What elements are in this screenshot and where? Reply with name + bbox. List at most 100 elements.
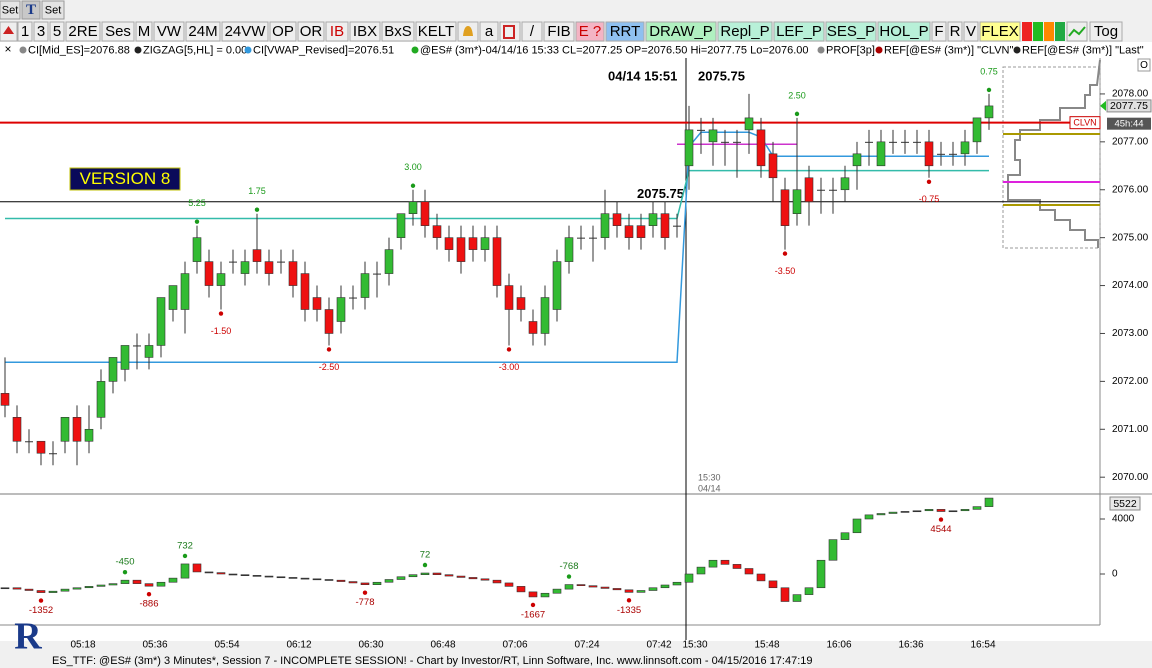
- toolbar-button[interactable]: [17, 21, 33, 42]
- close-x[interactable]: ×: [4, 42, 11, 56]
- color-swatch[interactable]: [1044, 22, 1054, 41]
- x-tick-label: 15:30: [682, 640, 707, 651]
- toolbar-button[interactable]: [979, 21, 1021, 42]
- toolbar-label: 3: [37, 23, 45, 40]
- toolbar-button[interactable]: [381, 21, 415, 42]
- candle-body: [229, 261, 237, 263]
- indicator-bar: [288, 577, 298, 579]
- button-label: Set: [2, 4, 19, 16]
- toolbar-button[interactable]: [521, 21, 543, 42]
- legend-item: CI[Mid_ES]=2076.88: [28, 44, 130, 56]
- indicator-bar: [120, 579, 130, 584]
- candle-body: [540, 297, 550, 334]
- candle-body: [780, 189, 790, 226]
- candle-body: [60, 417, 70, 442]
- toolbar-button[interactable]: [645, 21, 717, 42]
- indicator-bar: [624, 589, 634, 593]
- toolbar-button[interactable]: [543, 21, 575, 42]
- indicator-bar: [528, 591, 538, 598]
- toolbar-label: IB: [330, 23, 344, 40]
- candle-body: [277, 261, 285, 263]
- indicator-line: [5, 131, 989, 363]
- indicator-bar: [552, 588, 562, 594]
- toolbar-button[interactable]: [479, 21, 499, 42]
- button[interactable]: [21, 0, 41, 20]
- indicator-bar: [24, 588, 34, 591]
- indicator-bar: [576, 584, 586, 586]
- toolbar-button[interactable]: [185, 21, 221, 42]
- toolbar-button[interactable]: [825, 21, 877, 42]
- crosshair-axis-time: 15:30: [698, 472, 721, 482]
- toolbar-button[interactable]: [49, 21, 65, 42]
- panel-button-label: O: [1140, 60, 1148, 71]
- candle-body: [600, 213, 610, 238]
- toolbar-label: KELT: [418, 23, 454, 40]
- candle-body: [324, 309, 334, 334]
- zigzag-dot: [794, 111, 800, 117]
- candle-body: [456, 237, 466, 262]
- x-tick-label: 07:42: [646, 640, 671, 651]
- toolbar-button[interactable]: [269, 21, 297, 42]
- indicator-bar: [660, 584, 670, 589]
- color-swatch[interactable]: [1055, 22, 1065, 41]
- time-axis: [0, 625, 1152, 641]
- indicator-bar: [108, 583, 118, 586]
- color-swatch[interactable]: [1022, 22, 1032, 41]
- button[interactable]: [41, 0, 65, 20]
- toolbar-button[interactable]: [963, 21, 979, 42]
- button[interactable]: [0, 0, 21, 20]
- toolbar-button[interactable]: [325, 21, 349, 42]
- toolbar-label: OR: [300, 23, 323, 40]
- toolbar-button[interactable]: [575, 21, 605, 42]
- zigzag-label: -3.00: [499, 362, 520, 372]
- toolbar-button[interactable]: [717, 21, 773, 42]
- toolbar-label: HOL_P: [879, 23, 928, 40]
- toolbar-button[interactable]: [1089, 21, 1123, 42]
- candle-body: [865, 141, 873, 143]
- toolbar-label: BxS: [384, 23, 412, 40]
- toolbar-button[interactable]: [153, 21, 185, 42]
- candle-body: [49, 453, 57, 455]
- zigzag-label: -2.50: [319, 362, 340, 372]
- toolbar-button[interactable]: [773, 21, 825, 42]
- panel-button[interactable]: [1137, 58, 1151, 72]
- indicator-bar: [540, 592, 550, 598]
- toolbar-button[interactable]: [947, 21, 963, 42]
- toolbar-label: a: [485, 23, 494, 40]
- toolbar-button[interactable]: [877, 21, 931, 42]
- toolbar-button[interactable]: [297, 21, 325, 42]
- toolbar-button[interactable]: [349, 21, 381, 42]
- toolbar-label: V: [966, 23, 976, 40]
- candle-body: [240, 261, 250, 274]
- toolbar-button[interactable]: [33, 21, 49, 42]
- toolbar-label: IBX: [353, 23, 377, 40]
- toolbar-button[interactable]: [65, 21, 101, 42]
- indicator-bar: [456, 575, 466, 578]
- toolbar-button[interactable]: [931, 21, 947, 42]
- candle-body: [577, 237, 585, 239]
- indicator-bar: [636, 590, 646, 593]
- candle-body: [804, 177, 814, 203]
- toolbar-button[interactable]: [221, 21, 269, 42]
- zigzag-label: 3.00: [404, 162, 422, 172]
- tool-glyph: [503, 25, 515, 39]
- indicator-bar: [708, 559, 718, 568]
- candle-body: [396, 213, 406, 238]
- legend-item: ZIGZAG[5,HL] = 0.00: [143, 44, 247, 56]
- candle-body: [12, 417, 22, 442]
- candle-body: [744, 117, 754, 131]
- candle-body: [349, 297, 357, 299]
- toolbar-button[interactable]: [101, 21, 135, 42]
- toolbar-button[interactable]: [415, 21, 457, 42]
- indicator-bar: [192, 563, 202, 573]
- indicator-bar: [756, 573, 766, 582]
- x-tick-label: 16:54: [970, 640, 995, 651]
- reference-label: 2075.75: [637, 186, 684, 201]
- toolbar-button[interactable]: [135, 21, 153, 42]
- zigzag-label: 72: [420, 550, 431, 561]
- toolbar-button[interactable]: [605, 21, 645, 42]
- candle-body: [876, 141, 886, 167]
- color-swatch[interactable]: [1033, 22, 1043, 41]
- indicator-bar: [516, 586, 526, 593]
